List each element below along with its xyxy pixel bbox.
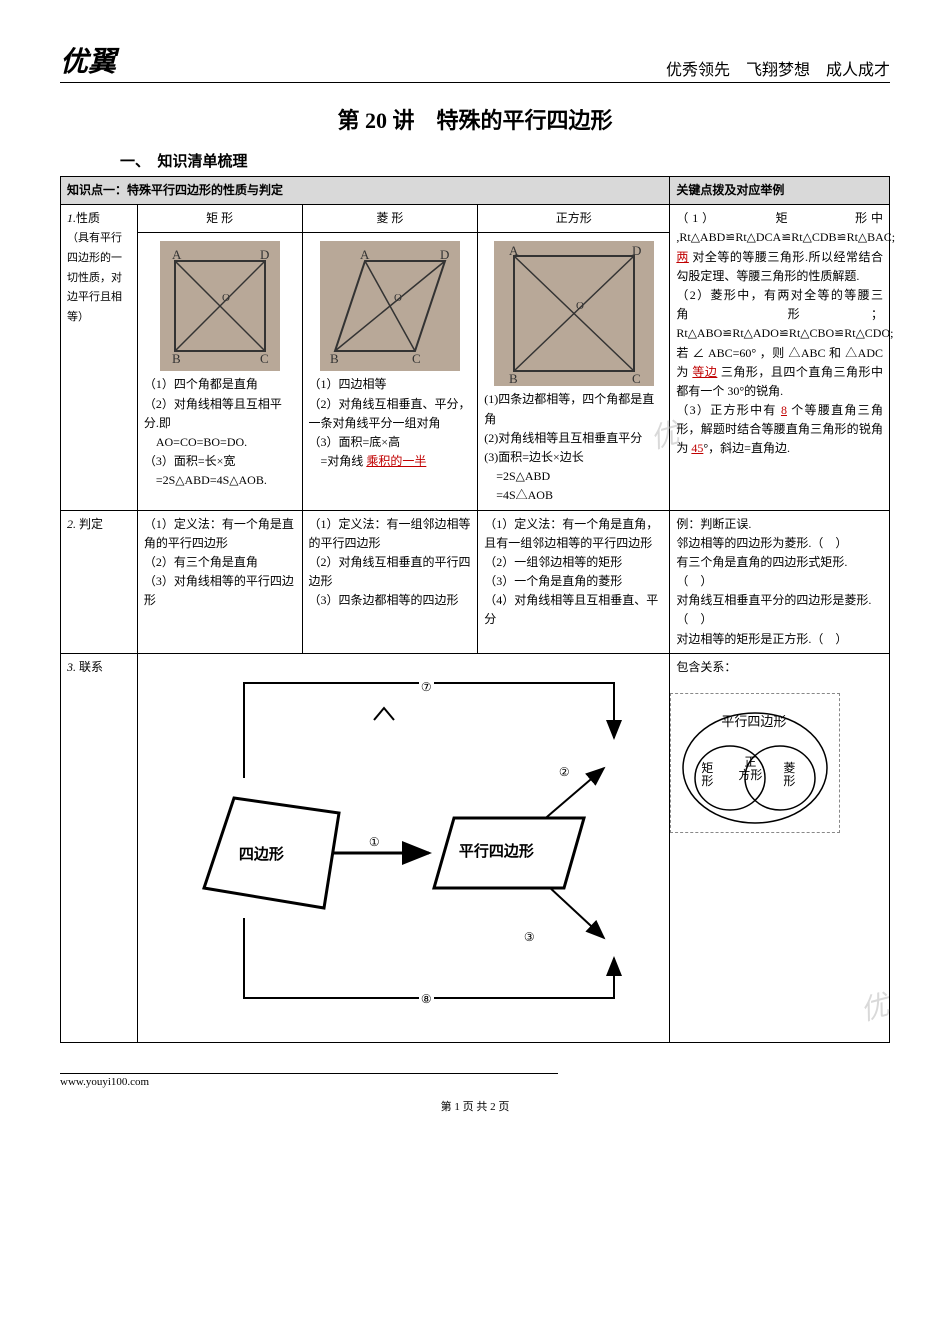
watermark-icon-2: 优 bbox=[856, 984, 895, 1035]
page-header: 优翼 优秀领先 飞翔梦想 成人成才 bbox=[60, 40, 890, 83]
svg-text:D: D bbox=[440, 247, 449, 262]
footer: www.youyi100.com bbox=[60, 1073, 890, 1088]
square-figure: A D B C O bbox=[494, 241, 654, 386]
marker-2: ② bbox=[559, 763, 570, 782]
row1-label: 1.性质 （具有平行四边形的一切性质，对边平行且相等） bbox=[61, 205, 138, 510]
venn-diagram: 平行四边形 矩形 正方形 菱形 bbox=[670, 693, 840, 833]
row2-label: 2. 判定 bbox=[61, 510, 138, 653]
row3-label: 3. 联系 bbox=[61, 653, 138, 1042]
row2-rect: （1）定义法：有一个角是直角的平行四边形 （2）有三个角是直角 （3）对角线相等… bbox=[137, 510, 302, 653]
marker-3: ③ bbox=[524, 928, 535, 947]
col-rhom-head: 菱 形 bbox=[302, 205, 478, 233]
svg-text:B: B bbox=[330, 351, 339, 366]
footer-rule bbox=[60, 1073, 558, 1074]
svg-text:O: O bbox=[222, 292, 230, 304]
label-quad: 四边形 bbox=[239, 843, 284, 867]
document-title: 第 20 讲 特殊的平行四边形 bbox=[60, 103, 890, 135]
label-para: 平行四边形 bbox=[459, 840, 534, 864]
svg-text:A: A bbox=[172, 247, 182, 262]
rhom-figure: A D B C O bbox=[320, 241, 460, 371]
svg-text:D: D bbox=[632, 243, 641, 258]
col-rect-head: 矩 形 bbox=[137, 205, 302, 233]
svg-text:A: A bbox=[360, 247, 370, 262]
row3-tips: 包含关系： 平行四边形 矩形 正方形 菱形 优 bbox=[670, 653, 890, 1042]
logo-text: 优翼 bbox=[60, 40, 116, 80]
row3-diagram: 四边形 平行四边形 ⑦ ① ② ③ ⑧ bbox=[137, 653, 670, 1042]
svg-text:C: C bbox=[412, 351, 421, 366]
footer-url: www.youyi100.com bbox=[60, 1076, 149, 1088]
row1-tips: （1） 矩 形中 ,Rt△ABD≌Rt△DCA≌Rt△CDB≌Rt△BAC; 两… bbox=[670, 205, 890, 510]
slogan-text: 优秀领先 飞翔梦想 成人成才 bbox=[666, 56, 890, 80]
row1-rect: A D B C O （1）四个角都是直角 （2）对角线相等且互相平分.即 AO=… bbox=[137, 233, 302, 510]
row-relations: 3. 联系 bbox=[61, 653, 890, 1042]
svg-text:O: O bbox=[394, 292, 402, 304]
row2-rhom: （1）定义法：有一组邻边相等的平行四边形 （2）对角线互相垂直的平行四边形 （3… bbox=[302, 510, 478, 653]
relation-diagram: 四边形 平行四边形 ⑦ ① ② ③ ⑧ bbox=[144, 658, 664, 1038]
rect-figure: A D B C O bbox=[160, 241, 280, 371]
row2-square: （1）定义法：有一个角是直角，且有一组邻边相等的平行四边形 （2）一组邻边相等的… bbox=[478, 510, 670, 653]
section-heading: 一、 知识清单梳理 bbox=[120, 150, 890, 171]
marker-7: ⑦ bbox=[419, 678, 434, 697]
svg-text:C: C bbox=[260, 351, 269, 366]
svg-text:A: A bbox=[509, 243, 519, 258]
header-row: 知识点一：特殊平行四边形的性质与判定 关键点拨及对应举例 bbox=[61, 177, 890, 205]
row1-rhom: A D B C O （1）四边相等 （2）对角线互相垂直、平分，一条对角线平分一… bbox=[302, 233, 478, 510]
row-properties: 1.性质 （具有平行四边形的一切性质，对边平行且相等） 矩 形 菱 形 正方形 … bbox=[61, 205, 890, 233]
svg-text:O: O bbox=[576, 300, 584, 312]
svg-text:B: B bbox=[509, 371, 518, 386]
page-number: 第 1 页 共 2 页 bbox=[60, 1098, 890, 1114]
tips-header: 关键点拨及对应举例 bbox=[670, 177, 890, 205]
marker-1: ① bbox=[369, 833, 380, 852]
main-table: 知识点一：特殊平行四边形的性质与判定 关键点拨及对应举例 1.性质 （具有平行四… bbox=[60, 176, 890, 1043]
row2-tips: 例：判断正误. 邻边相等的四边形为菱形.（ ） 有三个角是直角的四边形式矩形. … bbox=[670, 510, 890, 653]
topic-header: 知识点一：特殊平行四边形的性质与判定 bbox=[61, 177, 670, 205]
marker-8: ⑧ bbox=[419, 990, 434, 1009]
col-square-head: 正方形 bbox=[478, 205, 670, 233]
row-criteria: 2. 判定 （1）定义法：有一个角是直角的平行四边形 （2）有三个角是直角 （3… bbox=[61, 510, 890, 653]
row1-square: A D B C O 优 (1)四条边都相等，四个角都是直角 (2)对角线相等且互… bbox=[478, 233, 670, 510]
svg-text:B: B bbox=[172, 351, 181, 366]
svg-text:C: C bbox=[632, 371, 641, 386]
svg-text:D: D bbox=[260, 247, 269, 262]
